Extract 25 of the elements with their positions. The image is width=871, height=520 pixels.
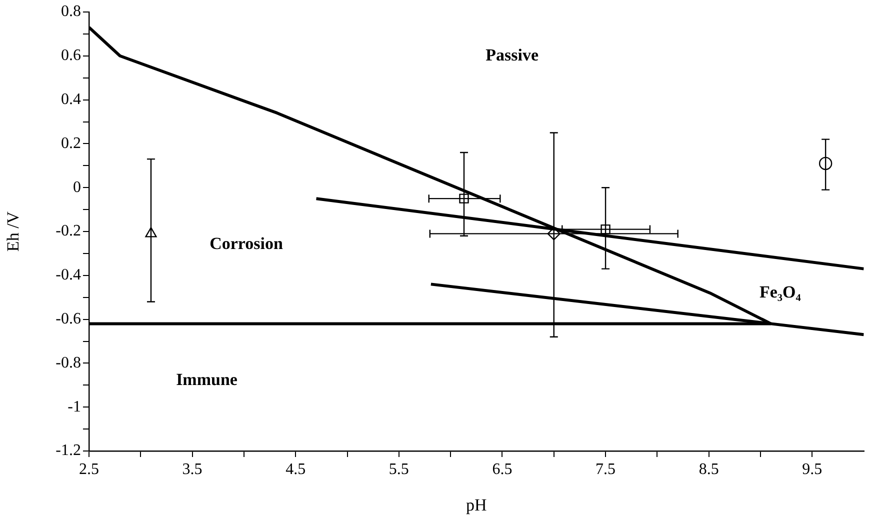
x-tick-label: 3.5 — [182, 460, 202, 478]
x-tick-label: 2.5 — [79, 460, 99, 478]
y-tick-label: 0 — [73, 178, 81, 196]
y-tick-label: -0.8 — [56, 354, 81, 372]
y-tick-label: -0.2 — [56, 222, 81, 240]
y-axis-title: Eh /V — [4, 210, 23, 252]
y-tick-label: 0.2 — [61, 134, 81, 152]
x-tick-label: 6.5 — [492, 460, 512, 478]
x-tick-label: 9.5 — [802, 460, 822, 478]
x-tick-label: 4.5 — [286, 460, 306, 478]
annotation: Corrosion — [210, 234, 284, 254]
y-tick-label: -1.2 — [56, 442, 81, 460]
y-tick-label: 0.6 — [61, 47, 81, 64]
y-tick-label: -1 — [68, 398, 81, 416]
x-tick-label: 7.5 — [596, 460, 616, 478]
annotation: Passive — [486, 45, 539, 64]
x-tick-label: 5.5 — [388, 460, 409, 478]
x-tick-label: 8.5 — [698, 460, 719, 478]
y-tick-label: -0.4 — [56, 266, 81, 284]
x-axis-title: pH — [466, 495, 487, 514]
annotation: Fe₃O₄ — [759, 282, 801, 302]
y-tick-label: -0.6 — [56, 310, 81, 328]
y-tick-label: 0.4 — [61, 91, 81, 108]
y-tick-label: 0.8 — [61, 3, 81, 20]
annotation: Immune — [176, 370, 238, 390]
